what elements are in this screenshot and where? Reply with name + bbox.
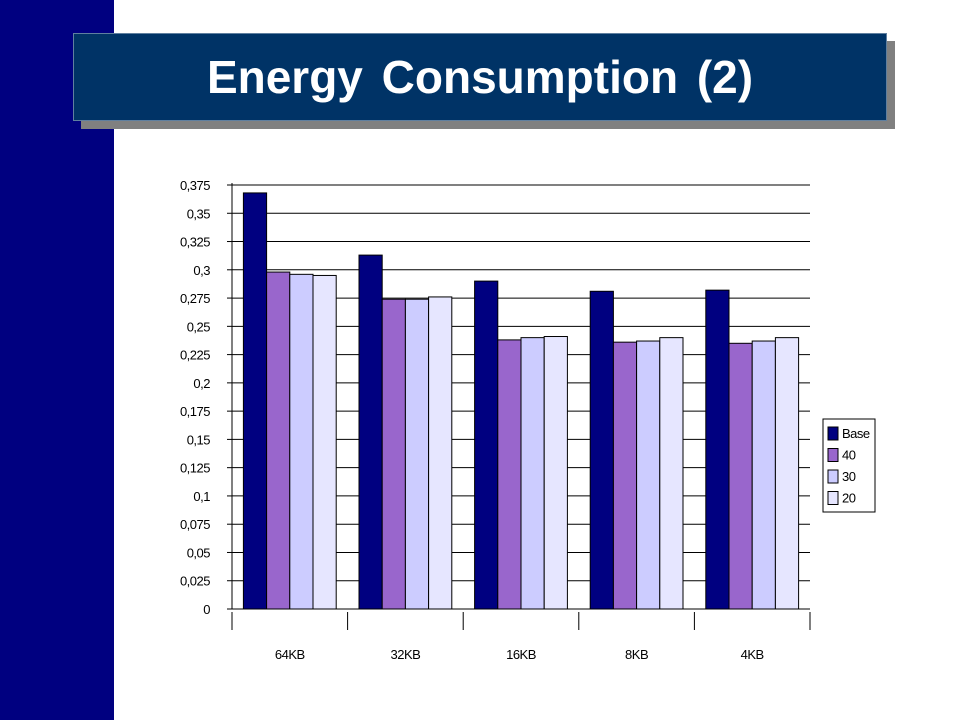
y-tick-label: 0,025: [180, 574, 210, 589]
bar: [242, 192, 268, 610]
slide-title: Energy Consumption (2): [206, 51, 754, 103]
bar: [543, 336, 568, 610]
y-tick-label: 0,1: [193, 489, 210, 504]
x-tick-label: 32KB: [390, 647, 420, 662]
y-tick-label: 0,375: [180, 178, 210, 193]
y-tick-label: 0,25: [187, 319, 211, 334]
y-tick-label: 0: [203, 602, 210, 617]
bar: [728, 342, 753, 610]
title-box: [73, 33, 887, 121]
y-tick-label: 0,225: [180, 348, 210, 363]
bar: [289, 273, 314, 610]
legend-label: 30: [842, 469, 856, 484]
y-tick-label: 0,175: [180, 404, 210, 419]
bar: [705, 289, 730, 610]
y-tick-label: 0,325: [180, 235, 210, 250]
x-tick-label: 64KB: [275, 647, 305, 662]
y-tick-label: 0,35: [187, 206, 211, 221]
bar: [612, 341, 638, 610]
bar: [428, 296, 453, 610]
bar: [636, 340, 661, 610]
bar: [520, 337, 545, 610]
y-tick-label: 0,075: [180, 517, 210, 532]
y-tick-label: 0,3: [193, 263, 210, 278]
bar: [751, 340, 776, 610]
legend-label: 20: [842, 491, 856, 506]
bar: [474, 280, 499, 610]
bar: [659, 337, 684, 610]
legend-swatch: [827, 448, 839, 462]
bar: [774, 337, 800, 610]
y-tick-label: 0,125: [180, 461, 210, 476]
x-tick-label: 4KB: [741, 647, 764, 662]
legend-label: Base: [842, 426, 870, 441]
bar: [589, 290, 614, 610]
bar: [497, 339, 522, 610]
x-tick-label: 16KB: [506, 647, 536, 662]
legend-swatch: [827, 491, 839, 505]
bar: [358, 254, 383, 610]
legend-swatch: [827, 426, 839, 441]
x-tick-label: 8KB: [625, 647, 648, 662]
legend-label: 40: [842, 448, 856, 463]
y-tick-label: 0,2: [193, 376, 210, 391]
legend-swatch: [827, 469, 839, 484]
y-tick-label: 0,05: [187, 545, 211, 560]
bar: [312, 274, 337, 610]
y-tick-label: 0,275: [180, 291, 210, 306]
y-tick-label: 0,15: [187, 432, 211, 447]
bar: [404, 298, 430, 610]
bar: [381, 298, 406, 610]
bar: [266, 271, 291, 610]
